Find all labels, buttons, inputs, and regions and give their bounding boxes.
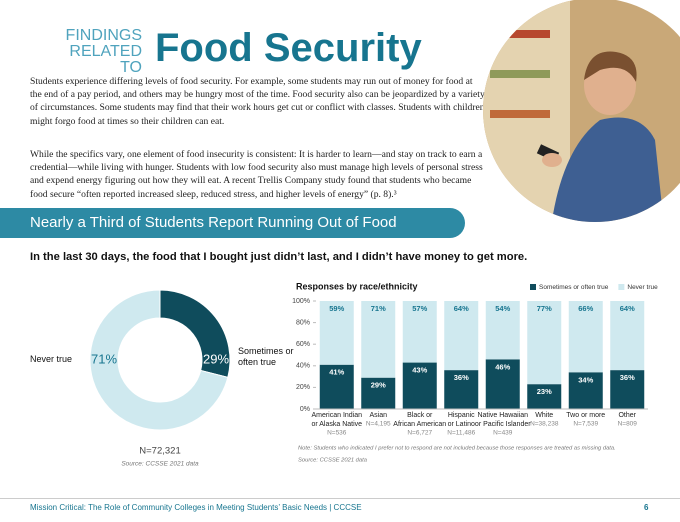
total-label: N=72,321 — [139, 446, 180, 457]
y-tick-label: 0% — [300, 406, 310, 413]
paragraph: While the specifics vary, one element of… — [30, 149, 483, 200]
footer-rule — [0, 498, 680, 499]
x-tick-label: Hispanic — [448, 412, 475, 419]
bar-segment — [485, 301, 520, 360]
value-label: 59% — [329, 304, 344, 313]
kicker: FINDINGS RELATED TO — [62, 28, 142, 76]
page-title: Food Security — [155, 26, 422, 70]
kicker-line: FINDINGS — [65, 27, 142, 44]
y-tick-label: 100% — [292, 298, 310, 305]
category-n: N=809 — [618, 421, 638, 428]
bar-segment — [610, 370, 645, 409]
bar-segment — [444, 301, 479, 371]
category-n: N=7,539 — [573, 421, 598, 428]
x-tick-label: Other — [618, 412, 636, 419]
value-label: 29% — [371, 381, 386, 390]
x-tick-label: White — [535, 412, 553, 419]
bar-segment — [361, 301, 396, 378]
x-tick-label: or Pacific Islander — [475, 421, 531, 428]
value-label: 36% — [454, 373, 469, 382]
value-label: 34% — [578, 375, 593, 384]
category-n: N=439 — [493, 430, 513, 437]
chart-title: Responses by race/ethnicity — [296, 281, 418, 291]
legend-swatch — [530, 284, 536, 290]
question: In the last 30 days, the food that I bou… — [30, 251, 528, 263]
bar-segment — [402, 301, 437, 363]
x-tick-label: American Indian — [311, 412, 362, 419]
x-tick-label: African American — [393, 421, 446, 428]
category-n: N=6,727 — [407, 430, 432, 437]
category-n: N=11,486 — [447, 430, 475, 437]
legend-label: Never true — [627, 284, 658, 291]
bar-segment — [568, 372, 603, 409]
value-label: 54% — [495, 304, 510, 313]
page-number: 6 — [644, 503, 649, 512]
bar-segment — [319, 364, 354, 409]
banner — [0, 208, 465, 238]
bar-segment — [319, 301, 354, 365]
value-label: 46% — [495, 362, 510, 371]
y-tick-label: 80% — [296, 319, 310, 326]
value-label: 57% — [412, 304, 427, 313]
x-tick-label: or Latino — [448, 421, 475, 428]
paragraph: Students experience differing levels of … — [30, 76, 485, 127]
note: Note: Students who indicated I prefer no… — [298, 446, 616, 452]
value-label: 29% — [203, 351, 229, 366]
value-label: 36% — [620, 373, 635, 382]
y-tick-label: 20% — [296, 384, 310, 391]
bar-segment — [610, 301, 645, 371]
bar-segment — [361, 377, 396, 409]
category-label: Sometimes or often true — [238, 346, 294, 367]
value-label: 64% — [454, 304, 469, 313]
bar-segment — [485, 359, 520, 409]
source: Source: CCSSE 2021 data — [121, 461, 199, 468]
x-tick-label: Asian — [369, 412, 387, 419]
value-label: 41% — [329, 368, 344, 377]
x-tick-label: Black or — [407, 412, 433, 419]
donut-slice — [89, 289, 229, 431]
bar-segment — [527, 384, 562, 409]
photo — [483, 0, 680, 222]
legend-label: Sometimes or often true — [539, 284, 609, 291]
value-label: 64% — [620, 304, 635, 313]
value-label: 43% — [412, 366, 427, 375]
y-tick-label: 40% — [296, 363, 310, 370]
category-n: N=4,195 — [366, 421, 391, 428]
value-label: 71% — [91, 351, 117, 366]
source: Source: CCSSE 2021 data — [298, 458, 368, 464]
category-n: N=536 — [327, 430, 347, 437]
value-label: 23% — [537, 387, 552, 396]
bar-segment — [444, 370, 479, 409]
category-n: N=38,238 — [530, 421, 559, 428]
x-tick-label: or Alaska Native — [311, 421, 362, 428]
value-label: 71% — [371, 304, 386, 313]
bar-segment — [527, 301, 562, 385]
bar-segment — [402, 362, 437, 409]
value-label: 66% — [578, 304, 593, 313]
legend-swatch — [618, 284, 625, 290]
bar-segment — [568, 301, 603, 373]
category-label: Never true — [30, 354, 73, 364]
kicker-line: RELATED TO — [69, 43, 142, 76]
banner-text: Nearly a Third of Students Report Runnin… — [30, 214, 397, 231]
value-label: 77% — [537, 304, 552, 313]
x-tick-label: Two or more — [566, 412, 605, 419]
x-tick-label: Native Hawaiian — [477, 412, 528, 419]
y-tick-label: 60% — [296, 341, 310, 348]
footer-text: Mission Critical: The Role of Community … — [30, 503, 362, 512]
